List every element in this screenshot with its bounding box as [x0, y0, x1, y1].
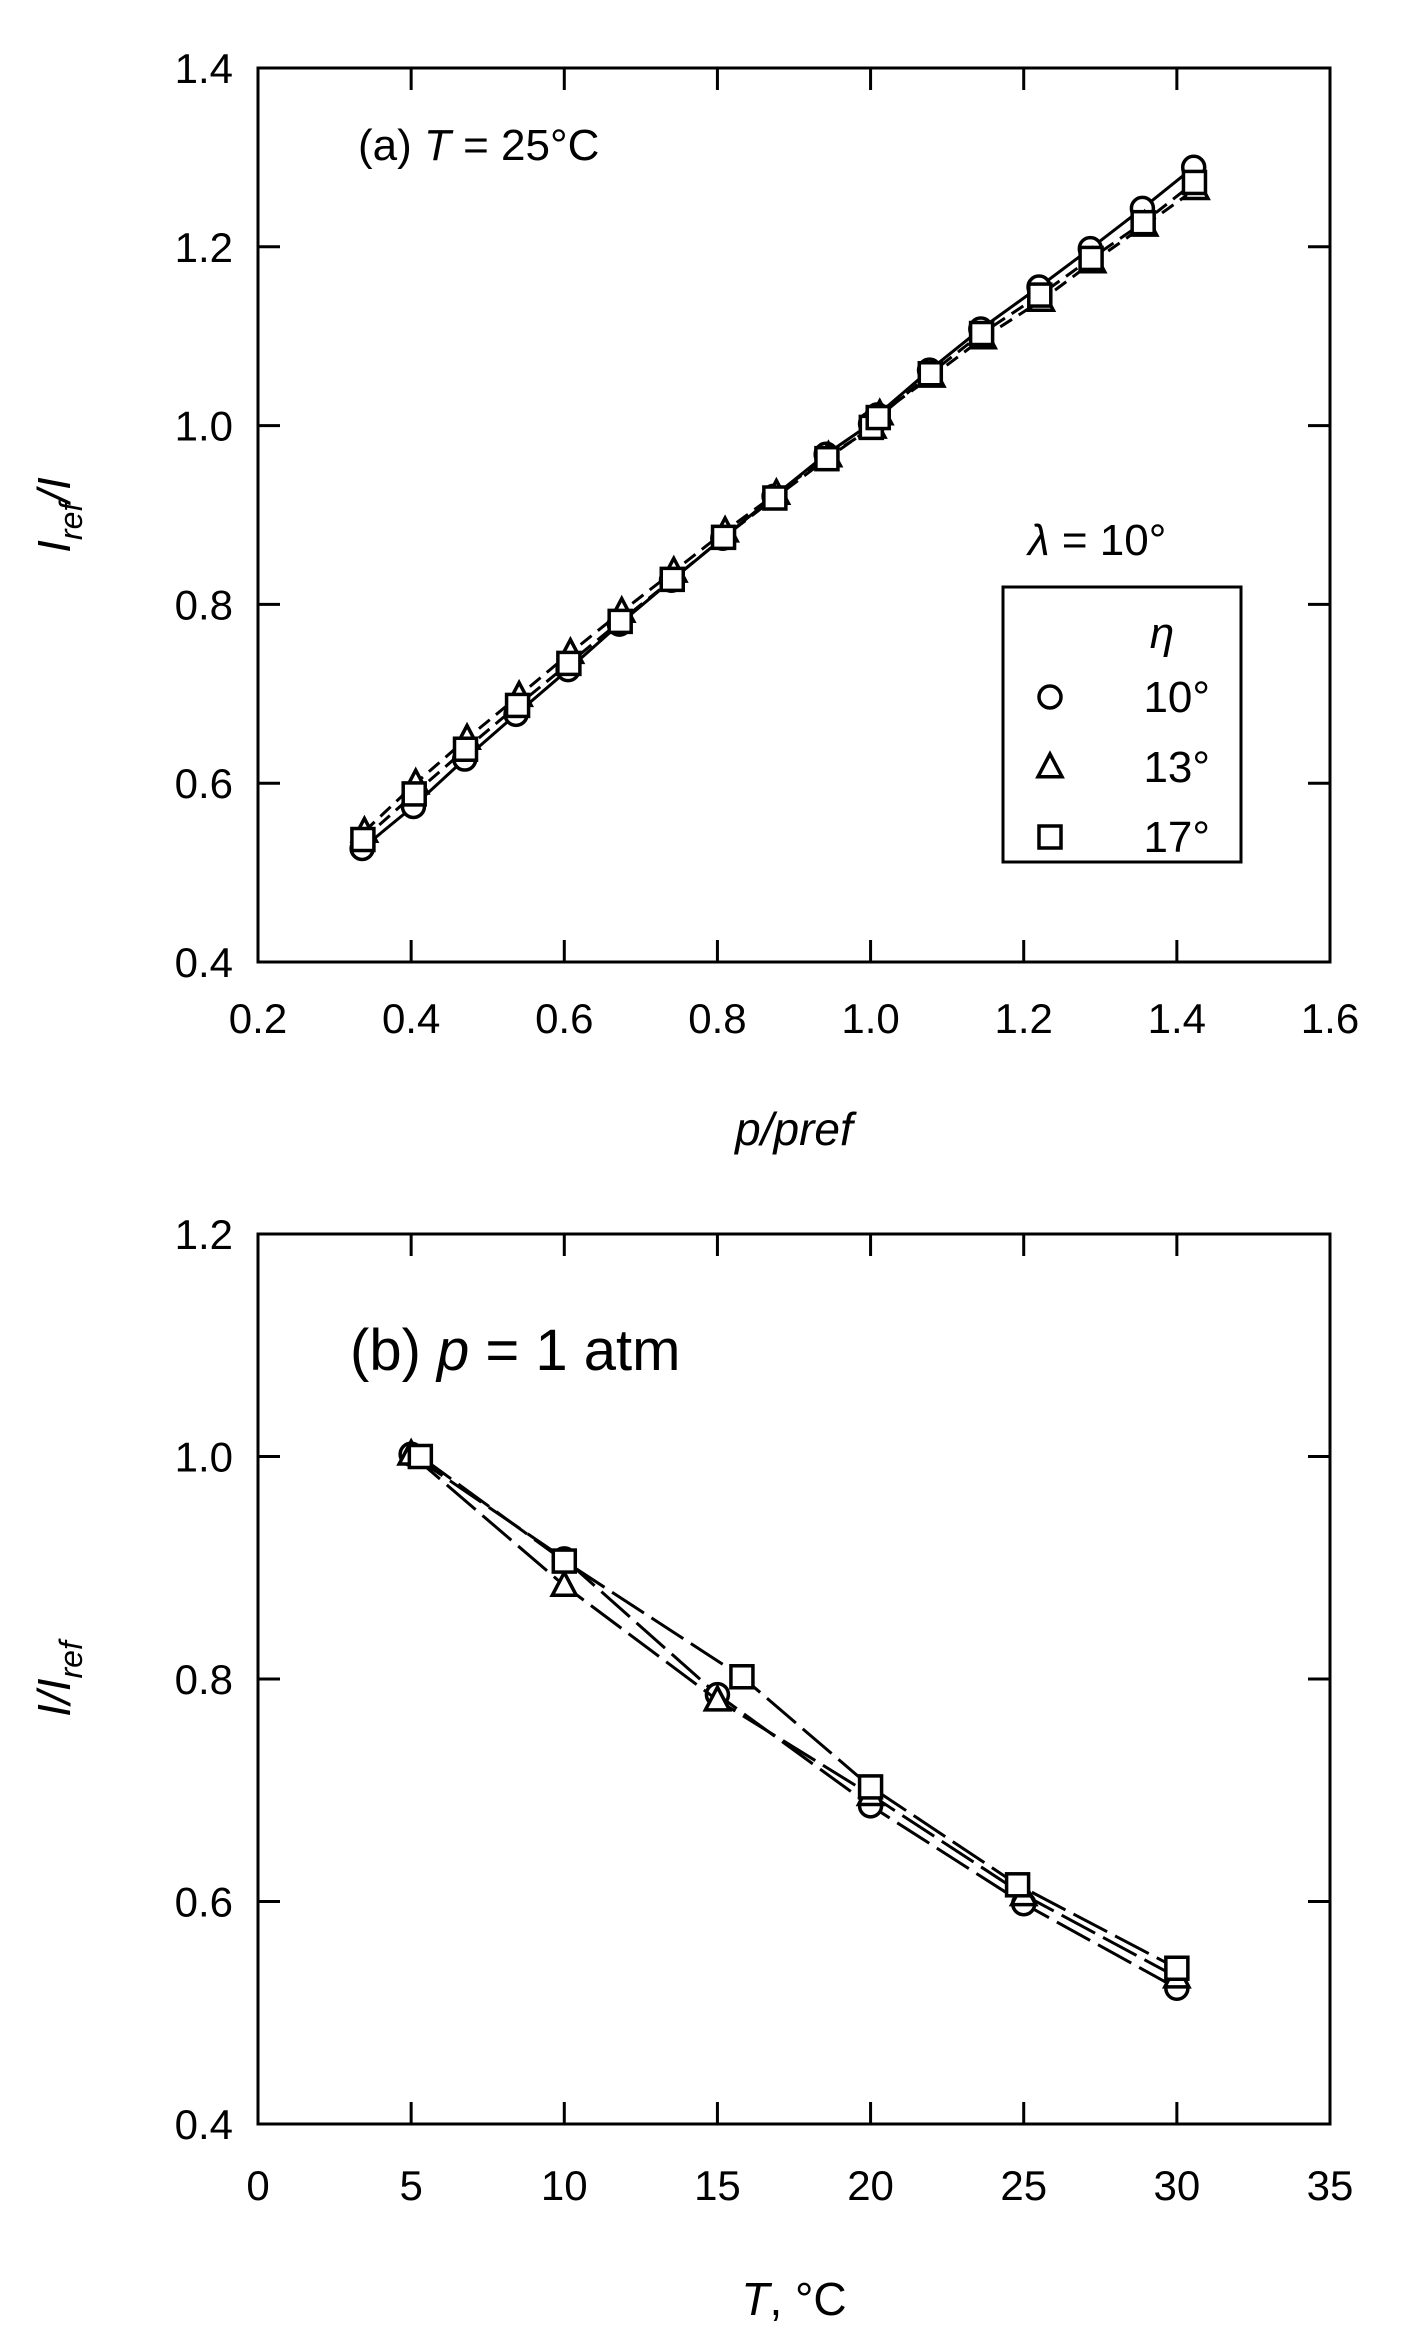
y-axis-title: I/Iref [28, 1638, 89, 1717]
annotation-prefix: (b) [350, 1318, 437, 1383]
data-point-triangle [549, 1568, 580, 1598]
legend-header-symbol: λ [1026, 516, 1050, 565]
x-axis-title: T, °C [741, 2273, 846, 2325]
y-tick-label: 1.2 [175, 1211, 233, 1258]
legend-header-rest: = 10° [1050, 516, 1167, 565]
legend: λ = 10° η 10° 13° 17° [1001, 516, 1243, 864]
data-point-square [857, 1774, 884, 1800]
chart-b: 0 5 10 15 20 25 30 35 0.4 0.6 0.8 1.0 1.2 T, °C I/Iref… [28, 1211, 1353, 2325]
data-point-square [350, 826, 376, 853]
x-tick-label: 1.0 [841, 995, 899, 1042]
annotation-var: p [435, 1318, 469, 1383]
x-tick-label: 1.4 [1148, 995, 1206, 1042]
y-axis-title-sub: ref [53, 1638, 89, 1678]
data-point-square [401, 781, 427, 807]
annotation-var: T [424, 121, 454, 170]
data-point-square [865, 404, 891, 431]
y-tick-label: 0.6 [175, 1879, 233, 1926]
data-point-square [452, 736, 479, 762]
x-axis-title-unit: , °C [769, 2273, 846, 2325]
y-axis-title-main: I [28, 540, 80, 553]
data-point-square [1164, 1955, 1190, 1981]
y-axis-title-tail: /I [28, 477, 80, 506]
annotation-rest: = 25°C [451, 121, 599, 170]
x-tick-label: 20 [847, 2162, 894, 2209]
legend-label: 10° [1143, 673, 1210, 722]
y-tick-label: 1.4 [175, 45, 233, 92]
x-tick-label: 15 [694, 2162, 741, 2209]
data-point-square [504, 692, 531, 719]
x-axis-title-var: T [741, 2273, 772, 2325]
series-line [419, 1455, 1178, 1970]
data-point-square [968, 320, 995, 347]
legend-label: 17° [1143, 813, 1210, 862]
x-tick-label: 0.6 [535, 995, 593, 1042]
data-point-square [607, 608, 633, 635]
panel-annotation: (a) T = 25°C [358, 121, 599, 170]
chart-a: 0.2 0.4 0.6 0.8 1.0 1.2 1.4 1.6 0.4 0.6 0.8 1.0 1.2 1… [28, 45, 1359, 1155]
y-axis-title-main: I/I [28, 1678, 80, 1717]
panel-annotation: (b) p = 1 atm [350, 1318, 680, 1383]
x-tick-label: 25 [1000, 2162, 1047, 2209]
x-tick-label: 5 [399, 2162, 422, 2209]
data-point-triangle [702, 1683, 733, 1712]
data-point-square [710, 524, 737, 551]
data-point-square [1027, 282, 1053, 308]
y-tick-label: 0.4 [175, 2101, 233, 2148]
x-tick-label: 10 [541, 2162, 588, 2209]
y-tick-label: 0.4 [175, 939, 233, 986]
legend-marker-circle [1037, 684, 1063, 710]
legend-box [1001, 585, 1243, 864]
x-tick-label: 0.2 [229, 995, 287, 1042]
x-axis-title: p/pref [733, 1103, 857, 1155]
series-line [410, 1453, 1178, 1979]
y-axis-title-sub: ref [53, 500, 89, 540]
data-point-square [551, 1548, 578, 1574]
data-point-square [1004, 1872, 1031, 1898]
plot-frame [256, 66, 1332, 964]
x-tick-label: 35 [1307, 2162, 1354, 2209]
y-tick-label: 1.2 [175, 224, 233, 271]
y-tick-label: 0.8 [175, 581, 233, 628]
legend-header: λ = 10° [1026, 516, 1166, 565]
annotation-rest: = 1 atm [469, 1318, 680, 1383]
data-point-square [659, 566, 686, 593]
data-point-square [556, 650, 582, 677]
annotation-prefix: (a) [358, 121, 424, 170]
data-point-square [407, 1443, 434, 1470]
legend-marker-square [1037, 824, 1063, 850]
legend-marker-triangle [1035, 750, 1065, 779]
data-point-square [762, 485, 788, 511]
x-tick-label: 1.6 [1301, 995, 1359, 1042]
data-point-square [1078, 245, 1104, 272]
legend-title: η [1150, 609, 1174, 658]
y-tick-label: 1.0 [175, 1434, 233, 1481]
y-tick-label: 0.8 [175, 1656, 233, 1703]
data-point-square [1181, 169, 1208, 196]
legend-label: 13° [1143, 743, 1210, 792]
series-triangle [396, 1437, 1192, 1989]
y-axis-title: Iref/I [28, 477, 89, 553]
x-tick-label: 0 [246, 2162, 269, 2209]
x-tick-label: 1.2 [995, 995, 1053, 1042]
data-point-square [1130, 209, 1156, 236]
y-tick-label: 1.0 [175, 403, 233, 450]
x-tick-label: 0.8 [688, 995, 746, 1042]
data-point-square [814, 445, 840, 472]
series-square [407, 1443, 1190, 1981]
y-tick-label: 0.6 [175, 760, 233, 807]
x-tick-label: 30 [1153, 2162, 1200, 2209]
data-point-square [729, 1664, 755, 1690]
data-point-square [917, 360, 944, 387]
series-square [350, 169, 1208, 853]
x-tick-label: 0.4 [382, 995, 440, 1042]
